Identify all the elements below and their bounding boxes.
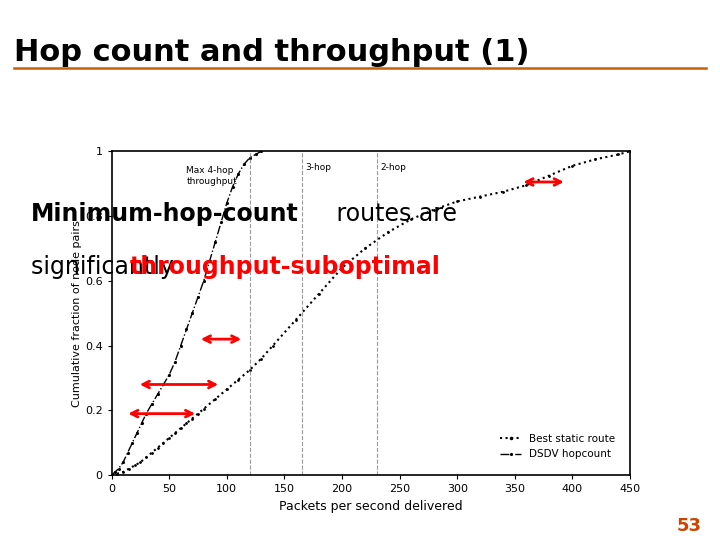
Best static route xyxy=(292,316,300,323)
Best static route xyxy=(159,440,168,446)
Best static route xyxy=(148,449,156,456)
DSDV hopcount xyxy=(148,401,156,407)
Line: DSDV hopcount: DSDV hopcount xyxy=(110,150,263,477)
Best static route xyxy=(153,444,162,451)
DSDV hopcount xyxy=(159,381,168,388)
DSDV hopcount xyxy=(240,161,248,167)
Best static route xyxy=(499,188,508,195)
Best static route xyxy=(338,265,346,271)
Text: Max 4-hop
throughput: Max 4-hop throughput xyxy=(186,166,237,186)
Line: Best static route: Best static route xyxy=(110,150,631,477)
Best static route xyxy=(194,410,202,417)
Best static route xyxy=(626,148,634,154)
DSDV hopcount xyxy=(194,294,202,300)
Text: Hop count and throughput (1): Hop count and throughput (1) xyxy=(14,38,530,67)
DSDV hopcount xyxy=(128,440,137,446)
Best static route xyxy=(257,355,266,362)
Text: 3-hop: 3-hop xyxy=(305,163,331,172)
DSDV hopcount xyxy=(176,342,185,349)
DSDV hopcount xyxy=(234,171,243,177)
DSDV hopcount xyxy=(142,410,150,417)
Best static route xyxy=(614,151,623,158)
X-axis label: Packets per second delivered: Packets per second delivered xyxy=(279,500,463,513)
Best static route xyxy=(199,406,208,412)
DSDV hopcount xyxy=(228,184,237,190)
DSDV hopcount xyxy=(138,420,146,427)
DSDV hopcount xyxy=(188,310,197,316)
Best static route xyxy=(545,172,554,179)
DSDV hopcount xyxy=(114,465,123,472)
Best static route xyxy=(136,459,145,465)
Text: 53: 53 xyxy=(677,517,702,535)
Best static route xyxy=(165,435,174,441)
Best static route xyxy=(522,182,531,188)
Best static route xyxy=(591,156,600,163)
Best static route xyxy=(315,291,323,297)
DSDV hopcount xyxy=(222,200,231,206)
DSDV hopcount xyxy=(153,391,162,397)
Best static route xyxy=(125,465,133,472)
Best static route xyxy=(130,462,139,469)
Best static route xyxy=(234,376,243,383)
Best static route xyxy=(384,229,392,235)
Best static route xyxy=(476,193,485,200)
Text: significantly: significantly xyxy=(31,255,181,279)
Best static route xyxy=(430,206,438,213)
Best static route xyxy=(211,396,220,402)
DSDV hopcount xyxy=(246,154,254,161)
Best static route xyxy=(407,216,415,222)
Best static route xyxy=(171,430,179,436)
DSDV hopcount xyxy=(182,326,191,333)
DSDV hopcount xyxy=(107,472,116,478)
Text: 2-hop: 2-hop xyxy=(380,163,406,172)
DSDV hopcount xyxy=(132,430,141,436)
Best static route xyxy=(246,367,254,373)
DSDV hopcount xyxy=(251,151,260,158)
DSDV hopcount xyxy=(199,278,208,284)
DSDV hopcount xyxy=(123,449,132,456)
Best static route xyxy=(361,245,369,252)
Best static route xyxy=(188,415,197,422)
Best static route xyxy=(222,386,231,393)
Best static route xyxy=(113,470,122,477)
Best static route xyxy=(176,425,185,431)
Best static route xyxy=(568,163,577,169)
Text: routes are: routes are xyxy=(329,202,457,226)
DSDV hopcount xyxy=(205,258,214,265)
Legend: Best static route, DSDV hopcount: Best static route, DSDV hopcount xyxy=(496,430,620,463)
DSDV hopcount xyxy=(111,469,120,475)
Best static route xyxy=(269,342,277,349)
DSDV hopcount xyxy=(257,148,266,154)
DSDV hopcount xyxy=(217,219,225,226)
Text: Minimum-hop-count: Minimum-hop-count xyxy=(31,202,299,226)
DSDV hopcount xyxy=(211,239,220,245)
Text: throughput-suboptimal: throughput-suboptimal xyxy=(130,255,441,279)
DSDV hopcount xyxy=(119,459,127,465)
Best static route xyxy=(119,469,127,475)
Y-axis label: Cumulative fraction of node pairs: Cumulative fraction of node pairs xyxy=(72,220,82,407)
Best static route xyxy=(142,454,150,461)
Best static route xyxy=(107,472,116,478)
Best static route xyxy=(453,198,462,205)
DSDV hopcount xyxy=(171,359,179,365)
DSDV hopcount xyxy=(165,372,174,378)
Best static route xyxy=(182,420,191,427)
